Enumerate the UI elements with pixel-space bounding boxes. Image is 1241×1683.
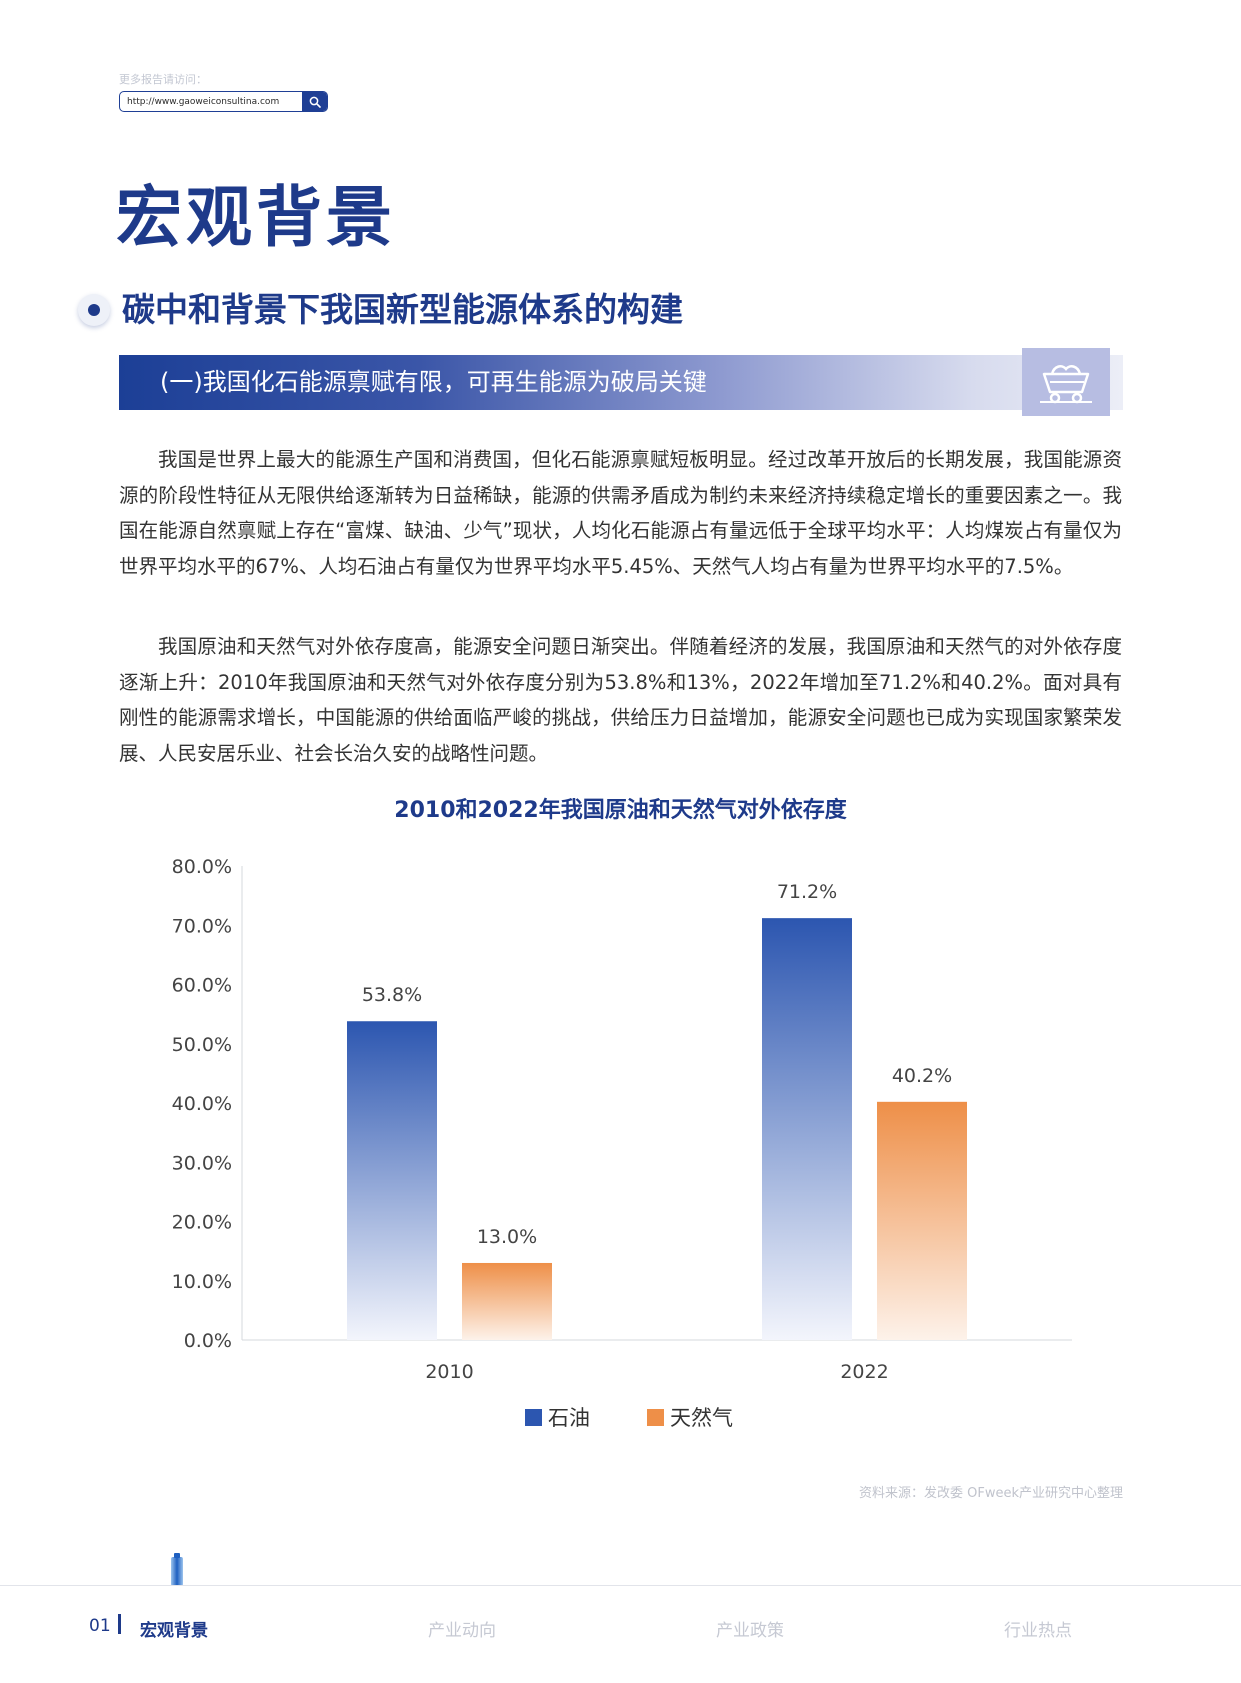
bar-gas-2022 bbox=[877, 1101, 967, 1340]
legend-swatch-gas bbox=[647, 1409, 664, 1426]
page-number: 01 bbox=[89, 1616, 111, 1636]
mine-cart-icon bbox=[1022, 348, 1110, 416]
paragraph-dependency: 我国原油和天然气对外依存度高，能源安全问题日渐突出。伴随着经济的发展，我国原油和… bbox=[119, 635, 1122, 765]
footer-divider bbox=[0, 1585, 1241, 1586]
chart-title: 2010和2022年我国原油和天然气对外依存度 bbox=[394, 798, 847, 823]
search-button[interactable] bbox=[302, 92, 327, 111]
nav-macro-background[interactable]: 宏观背景 bbox=[140, 1621, 208, 1641]
data-label: 71.2% bbox=[777, 881, 837, 903]
legend-swatch-oil bbox=[525, 1409, 542, 1426]
url-text[interactable]: http://www.gaoweiconsultina.com bbox=[127, 96, 280, 107]
page-marker-icon bbox=[171, 1553, 183, 1586]
x-tick-label: 2010 bbox=[425, 1361, 473, 1383]
nav-industry-policy[interactable]: 产业政策 bbox=[716, 1621, 784, 1641]
y-tick-label: 40.0% bbox=[172, 1093, 232, 1115]
nav-industry-hotspots[interactable]: 行业热点 bbox=[1004, 1621, 1072, 1641]
y-tick-label: 60.0% bbox=[172, 975, 232, 997]
sub-heading-banner bbox=[119, 355, 1123, 410]
data-label: 53.8% bbox=[362, 984, 422, 1006]
y-tick-label: 0.0% bbox=[184, 1330, 232, 1352]
nav-industry-trends[interactable]: 产业动向 bbox=[428, 1621, 496, 1641]
section-bullet-icon bbox=[78, 294, 110, 326]
footer-separator bbox=[118, 1614, 121, 1634]
visit-hint: 更多报告请访问： bbox=[119, 73, 207, 86]
paragraph-resources: 我国是世界上最大的能源生产国和消费国，但化石能源禀赋短板明显。经过改革开放后的长… bbox=[119, 448, 1122, 578]
data-label: 13.0% bbox=[477, 1226, 537, 1248]
y-tick-label: 70.0% bbox=[172, 915, 232, 937]
url-search-box[interactable]: http://www.gaoweiconsultina.com bbox=[119, 91, 328, 112]
search-icon bbox=[309, 96, 321, 108]
y-tick-label: 10.0% bbox=[172, 1271, 232, 1293]
bar-oil-2010 bbox=[347, 1021, 437, 1340]
bar-gas-2010 bbox=[462, 1262, 552, 1340]
y-tick-label: 30.0% bbox=[172, 1152, 232, 1174]
data-label: 40.2% bbox=[892, 1065, 952, 1087]
sub-heading: (一)我国化石能源禀赋有限，可再生能源为破局关键 bbox=[160, 368, 707, 396]
y-tick-label: 20.0% bbox=[172, 1212, 232, 1234]
data-source: 资料来源：发改委 OFweek产业研究中心整理 bbox=[859, 1486, 1123, 1501]
bar-oil-2022 bbox=[762, 918, 852, 1340]
x-tick-label: 2022 bbox=[840, 1361, 888, 1383]
section-heading: 碳中和背景下我国新型能源体系的构建 bbox=[122, 290, 683, 329]
page-title: 宏观背景 bbox=[116, 179, 396, 256]
y-tick-label: 50.0% bbox=[172, 1034, 232, 1056]
legend-label: 天然气 bbox=[670, 1406, 733, 1430]
y-tick-label: 80.0% bbox=[172, 856, 232, 878]
legend-label: 石油 bbox=[548, 1406, 590, 1430]
